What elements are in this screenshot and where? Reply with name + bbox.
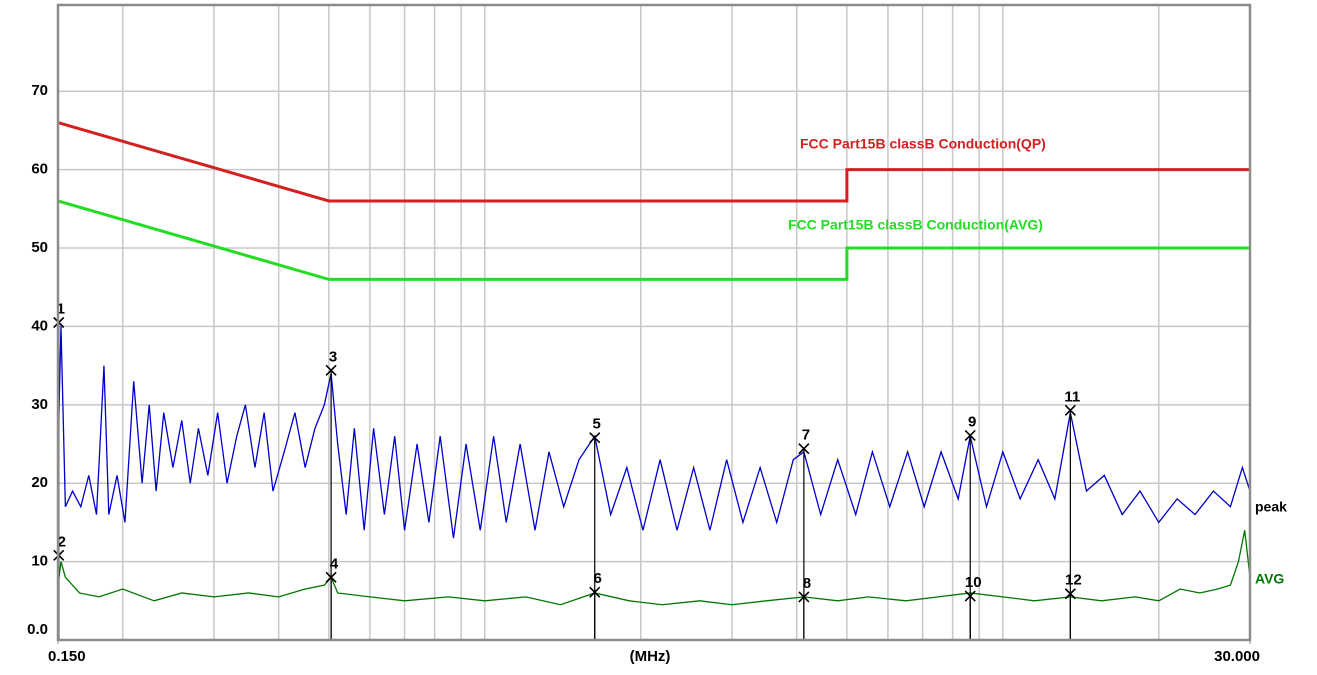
marker: [798, 443, 810, 455]
marker: [589, 586, 601, 598]
series-label: peak: [1255, 499, 1287, 515]
series-label: FCC Part15B classB Conduction(AVG): [788, 217, 1043, 233]
marker: [1064, 588, 1076, 600]
y-tick-label: 10: [31, 553, 48, 570]
y-tick-label: 60: [31, 161, 48, 178]
marker-label: 9: [968, 413, 976, 430]
marker-label: 8: [803, 575, 811, 592]
marker: [964, 590, 976, 602]
series-line: [57, 199, 1250, 281]
y-tick-label: 30: [31, 396, 48, 413]
marker-label: 5: [593, 416, 601, 433]
marker-label: 1: [57, 300, 65, 317]
series-line: [57, 530, 1251, 606]
marker: [798, 591, 810, 603]
y-tick-label: 70: [31, 82, 48, 99]
marker: [589, 432, 601, 444]
x-tick-label: 30.000: [1214, 648, 1260, 665]
plot-frame: [56, 3, 1252, 642]
x-axis-label: (MHz): [630, 648, 671, 665]
y-tick-label: 50: [31, 239, 48, 256]
marker-label: 2: [58, 533, 66, 550]
marker-label: 12: [1065, 572, 1082, 589]
marker: [325, 364, 337, 376]
marker-label: 10: [965, 574, 982, 591]
marker-label: 7: [802, 427, 810, 444]
y-tick-label: 40: [31, 317, 48, 334]
series-line: [57, 121, 1250, 203]
y-tick-label: 20: [31, 474, 48, 491]
marker: [325, 571, 337, 583]
series-label: AVG: [1255, 571, 1284, 587]
marker: [964, 429, 976, 441]
marker-label: 3: [329, 348, 337, 365]
marker-label: 6: [594, 570, 602, 587]
series-line: [57, 326, 1251, 539]
x-tick-label: 0.150: [48, 648, 86, 665]
marker-label: 4: [330, 555, 339, 572]
series-label: FCC Part15B classB Conduction(QP): [800, 136, 1046, 152]
y-tick-label: 0.0: [27, 621, 48, 638]
marker: [1064, 404, 1076, 416]
plot-area: [58, 5, 1250, 640]
marker-label: 11: [1064, 388, 1080, 405]
